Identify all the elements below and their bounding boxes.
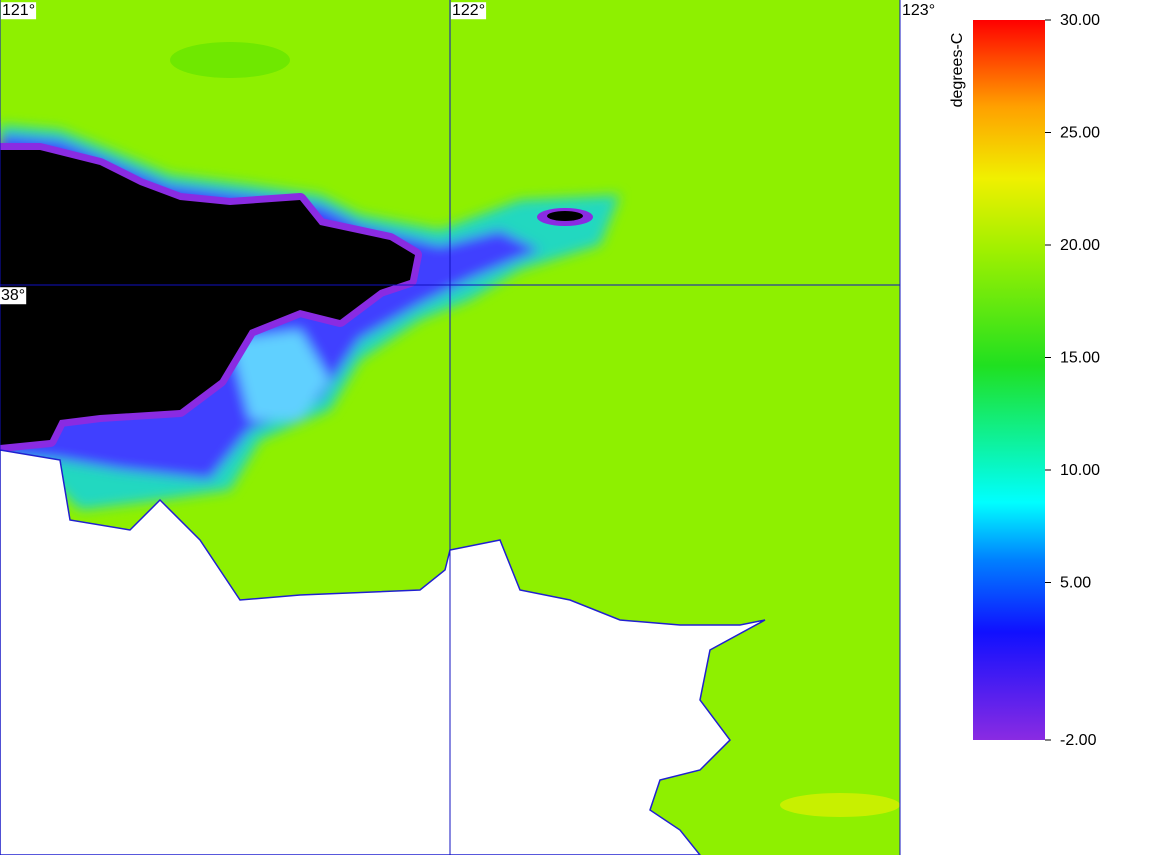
colorbar-tick-label: 30.00 <box>1060 12 1100 29</box>
colorbar-tick-label: 25.00 <box>1060 125 1100 142</box>
colorbar-tick-label: -2.00 <box>1060 732 1097 749</box>
land-north <box>0 150 415 445</box>
label-background <box>451 2 487 20</box>
colorbar-tick-label: 20.00 <box>1060 237 1100 254</box>
colorbar-tick-label: 15.00 <box>1060 350 1100 367</box>
colorbar <box>973 20 1045 740</box>
label-background <box>1 2 37 20</box>
latitude-label: 38° <box>1 287 25 304</box>
sea-patch <box>170 42 290 78</box>
longitude-label: 123° <box>902 2 935 19</box>
colorbar-tick-label: 10.00 <box>1060 462 1100 479</box>
land-south <box>0 449 766 856</box>
label-background <box>901 2 937 20</box>
land-island <box>547 211 583 221</box>
colorbar-tick-label: 5.00 <box>1060 575 1091 592</box>
sea-patch <box>780 793 900 817</box>
longitude-label: 121° <box>2 2 35 19</box>
graticule: 121° 122° 123° 38° <box>0 0 937 855</box>
label-background <box>0 287 27 305</box>
colorbar-label: degrees-C <box>949 33 966 108</box>
longitude-label: 122° <box>452 2 485 19</box>
